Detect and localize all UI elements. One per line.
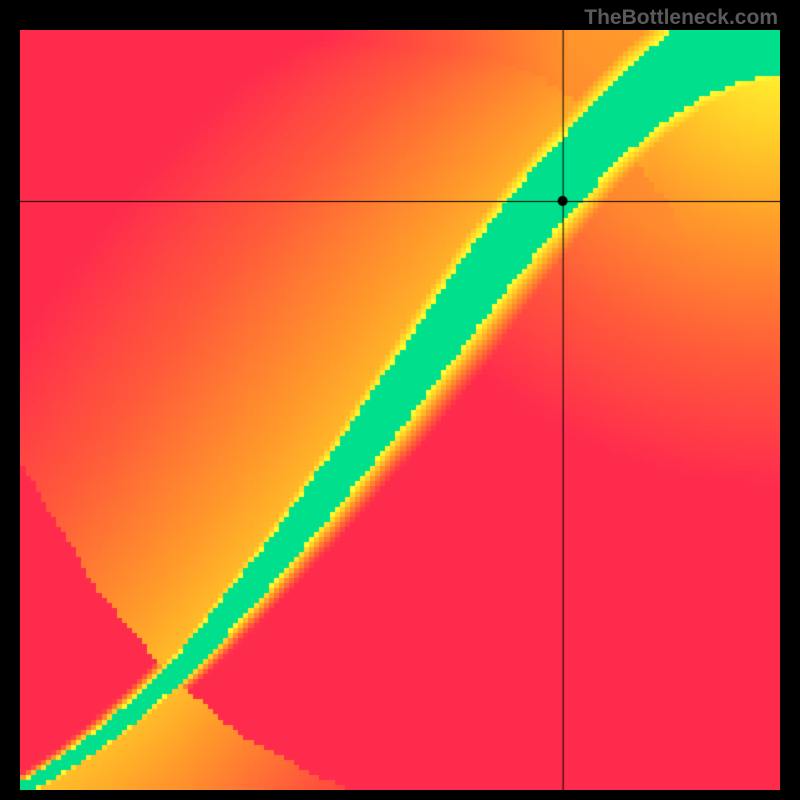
bottleneck-heatmap <box>20 30 780 790</box>
watermark-text: TheBottleneck.com <box>584 6 778 30</box>
chart-container: TheBottleneck.com <box>0 0 800 800</box>
